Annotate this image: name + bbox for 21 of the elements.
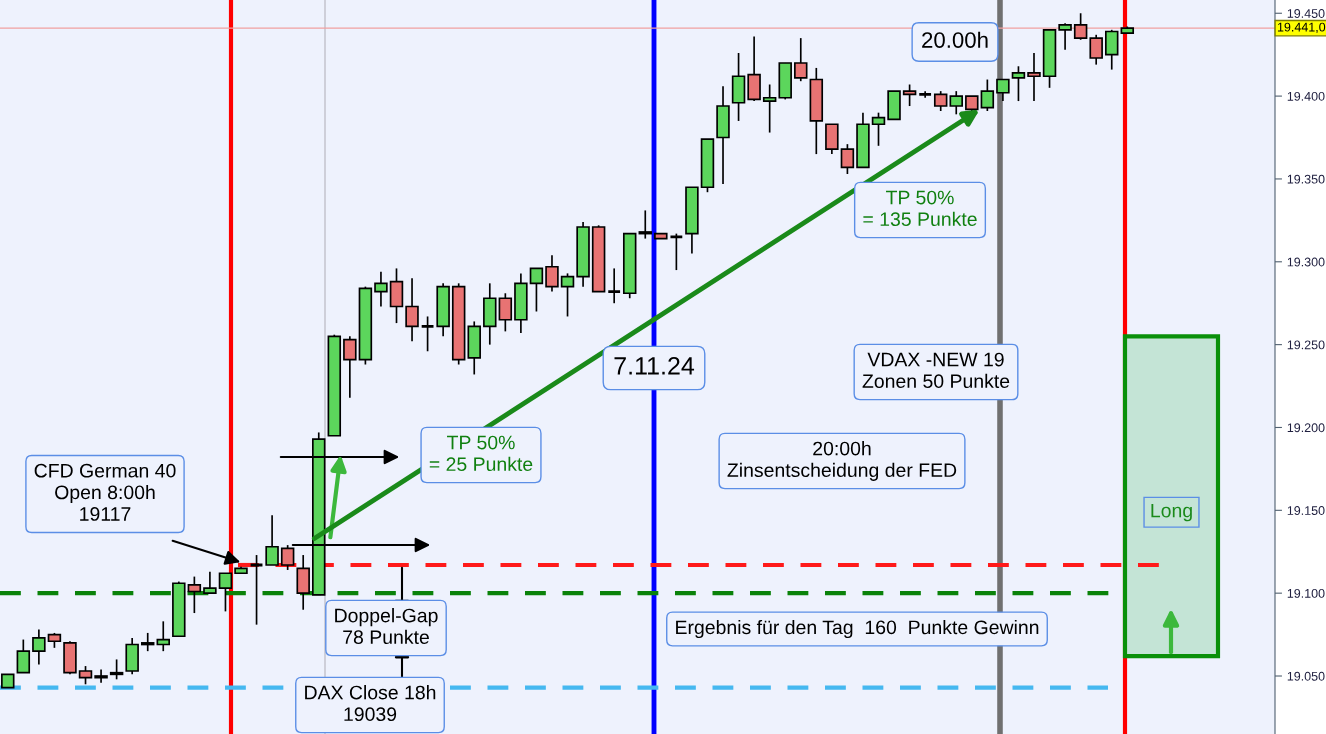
annotation: VDAX -NEW 19 Zonen 50 Punkte bbox=[862, 352, 1010, 389]
y-tick-label: 19.100 bbox=[1287, 588, 1325, 598]
y-tick-label: 19.050 bbox=[1287, 671, 1325, 681]
ref-line-label: 19.441,0 bbox=[1277, 22, 1326, 33]
annotation: TP 50% = 135 Punkte bbox=[863, 190, 977, 227]
annotation: 20.00h bbox=[922, 31, 988, 48]
annotation: TP 50% = 25 Punkte bbox=[429, 435, 533, 472]
annotation: 7.11.24 bbox=[614, 357, 695, 375]
annotation: Ergebnis für den Tag 160 Punkte Gewinn bbox=[676, 619, 1039, 639]
band-label: Long bbox=[1151, 503, 1192, 522]
y-tick-label: 19.200 bbox=[1287, 423, 1325, 433]
y-tick-label: 19.250 bbox=[1287, 340, 1325, 350]
y-tick-label: 19.300 bbox=[1287, 257, 1325, 267]
annotation: Doppel-Gap 78 Punkte bbox=[335, 608, 438, 645]
annotation: 20:00h Zinsentscheidung der FED bbox=[727, 441, 957, 481]
annotation: DAX Close 18h 19039 bbox=[305, 685, 436, 722]
y-tick-label: 19.150 bbox=[1287, 506, 1325, 515]
y-tick-label: 19.450 bbox=[1287, 9, 1325, 18]
y-tick-label: 19.350 bbox=[1287, 174, 1325, 184]
y-tick-label: 19.400 bbox=[1287, 91, 1325, 101]
annotation: CFD German 40 Open 8:00h 19117 bbox=[34, 463, 176, 521]
